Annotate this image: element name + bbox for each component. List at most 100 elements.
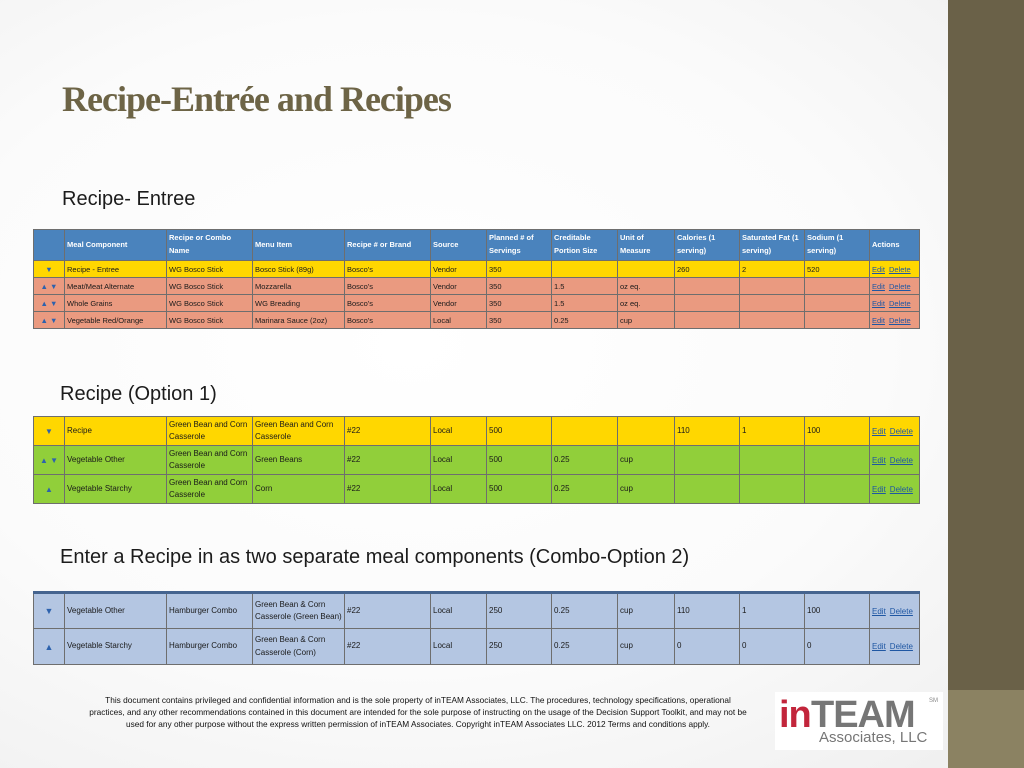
table-cell bbox=[804, 294, 870, 312]
table-cell: Green Bean and Corn Casserole bbox=[166, 445, 253, 475]
edit-link[interactable]: Edit bbox=[872, 455, 886, 465]
table-row: ▼ Recipe - Entree WG Bosco Stick Bosco Stic… bbox=[33, 260, 920, 278]
table-cell bbox=[674, 294, 740, 312]
actions-cell: Edit Delete bbox=[869, 311, 920, 329]
table-cell: Green Bean & Corn Casserole (Green Bean) bbox=[252, 592, 345, 629]
decorative-sidebar bbox=[948, 0, 1024, 768]
table-cell bbox=[739, 311, 805, 329]
logo-in-text: in bbox=[779, 694, 812, 736]
table-cell bbox=[551, 260, 618, 278]
table-cell: 350 bbox=[486, 311, 552, 329]
column-header: Recipe or Combo Name bbox=[166, 229, 253, 261]
table-cell: WG Breading bbox=[252, 294, 345, 312]
delete-link[interactable]: Delete bbox=[889, 455, 913, 465]
table-cell: 100 bbox=[804, 416, 870, 446]
table-cell bbox=[739, 474, 805, 504]
table-cell bbox=[674, 277, 740, 295]
table-cell: Green Bean and Corn Casserole bbox=[252, 416, 345, 446]
table-cell: Local bbox=[430, 592, 487, 629]
actions-cell: Edit Delete bbox=[869, 260, 920, 278]
reorder-arrows-icon[interactable]: ▲ ▼ bbox=[33, 294, 65, 312]
table-cell: 520 bbox=[804, 260, 870, 278]
table-cell bbox=[804, 277, 870, 295]
reorder-arrows-icon[interactable]: ▲ ▼ bbox=[33, 277, 65, 295]
table-cell bbox=[739, 445, 805, 475]
reorder-arrows-icon[interactable]: ▲ bbox=[33, 474, 65, 504]
edit-link[interactable]: Edit bbox=[872, 315, 885, 325]
actions-cell: Edit Delete bbox=[869, 474, 920, 504]
table-cell: 1.5 bbox=[551, 294, 618, 312]
table-cell: WG Bosco Stick bbox=[166, 311, 253, 329]
reorder-arrows-icon[interactable]: ▲ ▼ bbox=[33, 445, 65, 475]
table-cell: 0.25 bbox=[551, 628, 618, 665]
reorder-arrows-icon[interactable]: ▲ bbox=[33, 628, 65, 665]
reorder-arrows-icon[interactable]: ▼ bbox=[33, 416, 65, 446]
table-header-row: Meal Component Recipe or Combo Name Menu I… bbox=[33, 229, 920, 261]
table-cell: 110 bbox=[674, 592, 740, 629]
table-cell: oz eq. bbox=[617, 277, 675, 295]
column-header: Creditable Portion Size bbox=[551, 229, 618, 261]
table-cell: Green Bean and Corn Casserole bbox=[166, 474, 253, 504]
delete-link[interactable]: Delete bbox=[888, 281, 911, 291]
table-cell: Bosco's bbox=[344, 260, 431, 278]
delete-link[interactable]: Delete bbox=[889, 484, 913, 494]
actions-cell: Edit Delete bbox=[869, 592, 920, 629]
table-cell: 2 bbox=[739, 260, 805, 278]
delete-link[interactable]: Delete bbox=[888, 298, 911, 308]
table-cell: Green Bean and Corn Casserole bbox=[166, 416, 253, 446]
reorder-arrows-icon[interactable]: ▼ bbox=[33, 592, 65, 629]
table-cell: Recipe bbox=[64, 416, 167, 446]
edit-link[interactable]: Edit bbox=[872, 606, 886, 616]
column-header: Unit of Measure bbox=[617, 229, 675, 261]
edit-link[interactable]: Edit bbox=[872, 281, 885, 291]
edit-link[interactable]: Edit bbox=[872, 264, 885, 274]
reorder-arrows-icon[interactable]: ▼ bbox=[33, 260, 65, 278]
table-cell: cup bbox=[617, 592, 675, 629]
actions-cell: Edit Delete bbox=[869, 416, 920, 446]
table-cell: 0.25 bbox=[551, 445, 618, 475]
table-cell: 0.25 bbox=[551, 592, 618, 629]
delete-link[interactable]: Delete bbox=[888, 264, 911, 274]
edit-link[interactable]: Edit bbox=[872, 298, 885, 308]
table-cell: 350 bbox=[486, 260, 552, 278]
table-cell: oz eq. bbox=[617, 294, 675, 312]
delete-link[interactable]: Delete bbox=[889, 606, 913, 616]
table-cell: Marinara Sauce (2oz) bbox=[252, 311, 345, 329]
table-cell: WG Bosco Stick bbox=[166, 294, 253, 312]
logo-team-text: TEAM bbox=[811, 694, 916, 736]
table-cell: Local bbox=[430, 416, 487, 446]
section-label-recipe-option-1: Recipe (Option 1) bbox=[60, 383, 217, 405]
logo-subtitle: Associates, LLC bbox=[819, 729, 928, 746]
table-cell: 0 bbox=[739, 628, 805, 665]
table-cell: 0 bbox=[804, 628, 870, 665]
table-row: ▲ ▼ Vegetable Other Green Bean and Corn Ca… bbox=[33, 445, 920, 475]
delete-link[interactable]: Delete bbox=[889, 426, 913, 436]
table-cell: Bosco Stick (89g) bbox=[252, 260, 345, 278]
table-cell: cup bbox=[617, 445, 675, 475]
actions-cell: Edit Delete bbox=[869, 294, 920, 312]
column-header: Recipe # or Brand bbox=[344, 229, 431, 261]
delete-link[interactable]: Delete bbox=[889, 642, 913, 651]
table-cell: Local bbox=[430, 445, 487, 475]
column-header: Menu Item bbox=[252, 229, 345, 261]
edit-link[interactable]: Edit bbox=[872, 642, 886, 651]
table-cell: 110 bbox=[674, 416, 740, 446]
edit-link[interactable]: Edit bbox=[872, 484, 886, 494]
delete-link[interactable]: Delete bbox=[888, 315, 911, 325]
actions-cell: Edit Delete bbox=[869, 445, 920, 475]
confidentiality-footer: This document contains privileged and co… bbox=[89, 695, 747, 729]
table-cell: Whole Grains bbox=[64, 294, 167, 312]
table-cell: 500 bbox=[486, 445, 552, 475]
table-cell: Bosco's bbox=[344, 311, 431, 329]
reorder-arrows-icon[interactable]: ▲ ▼ bbox=[33, 311, 65, 329]
inteam-logo: in TEAM SM Associates, LLC bbox=[775, 692, 943, 750]
recipe-entree-table: Meal Component Recipe or Combo Name Menu I… bbox=[33, 229, 920, 329]
table-row: ▼ Recipe Green Bean and Corn Casserole Gree… bbox=[33, 416, 920, 446]
table-cell: #22 bbox=[344, 474, 431, 504]
table-row: ▲ ▼ Meat/Meat Alternate WG Bosco Stick Mozz… bbox=[33, 277, 920, 295]
table-cell: 100 bbox=[804, 592, 870, 629]
table-cell bbox=[739, 277, 805, 295]
column-header: Calories (1 serving) bbox=[674, 229, 740, 261]
edit-link[interactable]: Edit bbox=[872, 426, 886, 436]
section-label-combo-option-2: Enter a Recipe in as two separate meal c… bbox=[60, 546, 690, 568]
